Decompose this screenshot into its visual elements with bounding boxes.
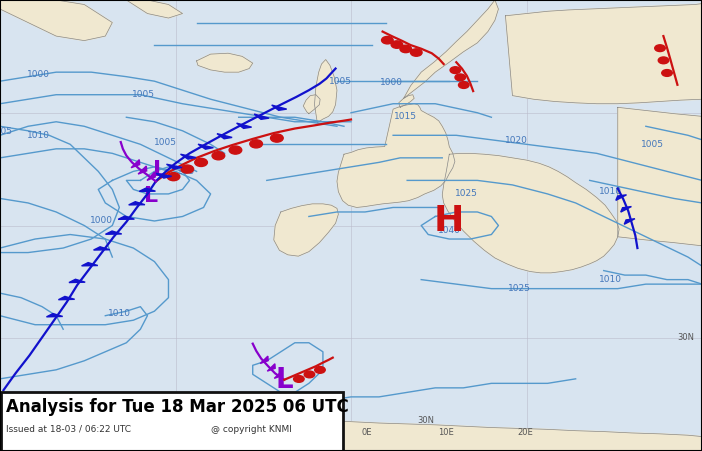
Circle shape bbox=[658, 57, 669, 64]
Text: 1015: 1015 bbox=[308, 399, 331, 408]
Polygon shape bbox=[254, 114, 269, 120]
Text: 1005: 1005 bbox=[0, 127, 13, 136]
Text: L: L bbox=[275, 366, 293, 394]
Circle shape bbox=[181, 165, 194, 173]
Polygon shape bbox=[81, 262, 98, 266]
Circle shape bbox=[662, 69, 673, 76]
Polygon shape bbox=[217, 133, 232, 139]
Text: 1000: 1000 bbox=[380, 78, 403, 87]
Polygon shape bbox=[274, 204, 338, 256]
Text: @ copyright KNMI: @ copyright KNMI bbox=[211, 425, 291, 434]
Circle shape bbox=[411, 49, 422, 56]
Polygon shape bbox=[267, 364, 275, 371]
Circle shape bbox=[458, 82, 469, 88]
Text: 30N: 30N bbox=[418, 416, 435, 425]
Circle shape bbox=[250, 140, 263, 148]
Polygon shape bbox=[0, 0, 112, 41]
Polygon shape bbox=[505, 4, 702, 104]
Polygon shape bbox=[618, 107, 702, 246]
Text: 10E: 10E bbox=[438, 428, 453, 437]
Polygon shape bbox=[131, 160, 140, 168]
Circle shape bbox=[400, 45, 411, 53]
Text: 1010: 1010 bbox=[27, 131, 50, 140]
Polygon shape bbox=[69, 279, 85, 283]
Circle shape bbox=[270, 134, 283, 142]
Circle shape bbox=[212, 152, 225, 160]
Text: H: H bbox=[434, 204, 465, 238]
Text: 20E: 20E bbox=[517, 428, 533, 437]
Polygon shape bbox=[128, 202, 145, 205]
Text: 1000: 1000 bbox=[27, 70, 50, 79]
Polygon shape bbox=[197, 53, 253, 72]
Circle shape bbox=[304, 371, 314, 378]
Text: 1020: 1020 bbox=[505, 136, 527, 145]
Circle shape bbox=[450, 67, 461, 74]
Circle shape bbox=[655, 45, 665, 51]
Polygon shape bbox=[156, 173, 171, 178]
Polygon shape bbox=[58, 296, 74, 300]
Text: 1005: 1005 bbox=[642, 140, 664, 149]
Polygon shape bbox=[314, 60, 337, 123]
Circle shape bbox=[293, 376, 304, 382]
Polygon shape bbox=[624, 219, 635, 224]
Polygon shape bbox=[442, 153, 619, 273]
Text: 1040: 1040 bbox=[438, 226, 461, 235]
Text: L: L bbox=[153, 161, 167, 180]
Polygon shape bbox=[621, 207, 631, 212]
Text: 1010: 1010 bbox=[600, 187, 622, 196]
Circle shape bbox=[229, 146, 241, 154]
Circle shape bbox=[167, 173, 180, 181]
FancyBboxPatch shape bbox=[1, 392, 343, 451]
Polygon shape bbox=[272, 105, 286, 110]
Polygon shape bbox=[274, 371, 282, 378]
Circle shape bbox=[455, 74, 465, 81]
Polygon shape bbox=[46, 313, 62, 317]
Polygon shape bbox=[337, 104, 455, 207]
Polygon shape bbox=[139, 188, 155, 191]
Circle shape bbox=[314, 367, 325, 373]
Text: 1010: 1010 bbox=[108, 309, 131, 318]
Text: 0E: 0E bbox=[362, 428, 371, 437]
Polygon shape bbox=[260, 356, 268, 364]
Polygon shape bbox=[303, 95, 320, 114]
Polygon shape bbox=[616, 195, 626, 200]
Polygon shape bbox=[118, 216, 134, 219]
Polygon shape bbox=[237, 123, 251, 129]
Text: Analysis for Tue 18 Mar 2025 06 UTC: Analysis for Tue 18 Mar 2025 06 UTC bbox=[6, 398, 348, 416]
Polygon shape bbox=[198, 144, 213, 149]
Text: 1005: 1005 bbox=[329, 77, 352, 86]
Text: 1005: 1005 bbox=[154, 138, 176, 147]
Polygon shape bbox=[267, 417, 702, 451]
Text: 1005: 1005 bbox=[133, 90, 155, 99]
Polygon shape bbox=[399, 95, 414, 107]
Polygon shape bbox=[180, 154, 196, 159]
Polygon shape bbox=[147, 172, 155, 180]
Circle shape bbox=[194, 158, 207, 166]
Polygon shape bbox=[166, 164, 182, 169]
Text: Issued at 18-03 / 06:22 UTC: Issued at 18-03 / 06:22 UTC bbox=[6, 425, 131, 434]
Text: 1015: 1015 bbox=[395, 112, 417, 121]
Circle shape bbox=[391, 41, 403, 48]
Text: 1025: 1025 bbox=[456, 189, 478, 198]
Circle shape bbox=[382, 37, 393, 44]
Polygon shape bbox=[105, 231, 121, 234]
Text: L: L bbox=[144, 186, 158, 206]
Text: 1010: 1010 bbox=[600, 275, 622, 284]
Polygon shape bbox=[404, 0, 498, 98]
Polygon shape bbox=[93, 247, 110, 250]
Text: 30N: 30N bbox=[677, 333, 694, 342]
Text: 1025: 1025 bbox=[508, 284, 531, 293]
Polygon shape bbox=[126, 0, 183, 18]
Text: 1000: 1000 bbox=[91, 216, 113, 226]
Polygon shape bbox=[138, 166, 147, 174]
Text: 995: 995 bbox=[178, 167, 194, 176]
